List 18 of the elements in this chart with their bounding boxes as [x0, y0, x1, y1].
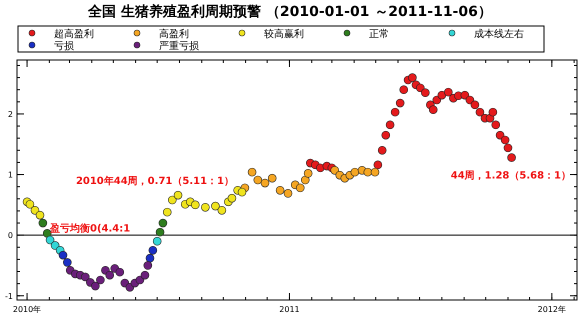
annotation: 44周，1.28（5.68：1） — [450, 170, 571, 182]
legend-label: 超高盈利 — [54, 28, 94, 40]
chart-title: 全国 生猪养殖盈利周期预警 （2010-01-01 ～2011-11-06） — [87, 3, 492, 20]
legend-label: 高盈利 — [159, 28, 189, 40]
legend-label: 成本线左右 — [474, 28, 524, 40]
legend-label: 亏损 — [54, 40, 74, 52]
y-tick-label: 2 — [8, 110, 13, 119]
annotation: 盈亏均衡0(4.4:1 — [49, 222, 130, 234]
y-tick-label: -1 — [5, 292, 13, 301]
y-tick-label: 0 — [8, 231, 13, 240]
x-tick-label: 2010年 — [12, 305, 42, 314]
legend-label: 严重亏损 — [159, 40, 199, 52]
y-tick-label: 1 — [8, 170, 13, 180]
x-tick-label: 2012年 — [538, 305, 566, 314]
legend-label: 较高赢利 — [264, 28, 304, 40]
legend-label: 正常 — [369, 28, 389, 40]
x-tick-label: 2011 — [279, 305, 300, 314]
annotation: 2010年44周，0.71（5.11：1） — [76, 175, 234, 188]
